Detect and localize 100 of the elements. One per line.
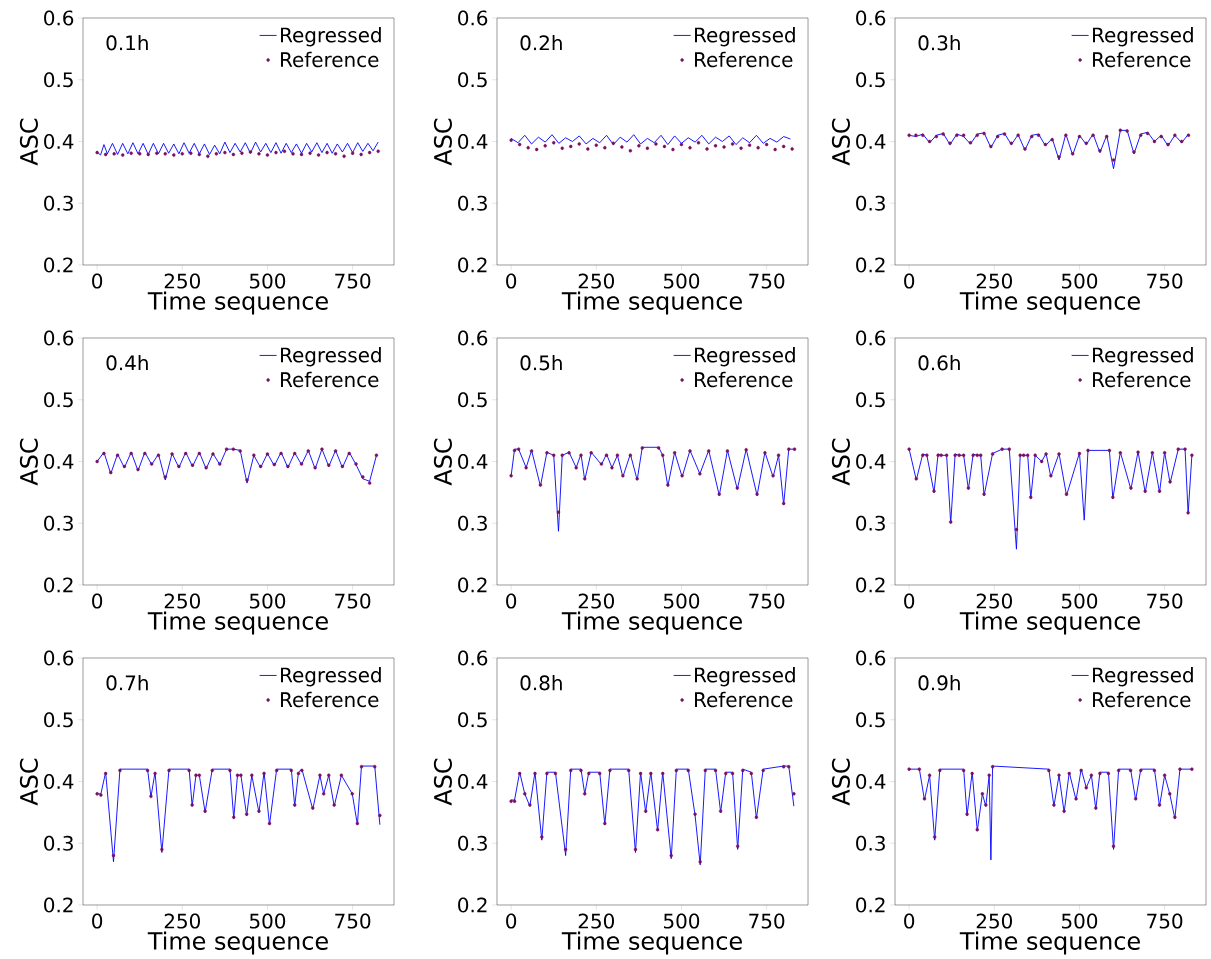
point (1183, 447, 1187, 451)
point (545, 451, 549, 455)
x-tick-label: 500 (663, 273, 700, 289)
y-tick-label: 0.3 (856, 515, 885, 531)
y-axis-title: ASC (433, 758, 452, 806)
point (661, 453, 665, 458)
x-tick-label: 500 (249, 273, 286, 289)
point (235, 773, 240, 778)
x-tick-label: 750 (749, 913, 785, 929)
point (907, 767, 911, 771)
point (907, 447, 911, 451)
y-tick-label: 0.3 (44, 195, 73, 211)
point (111, 853, 116, 858)
x-tick-label: 500 (1061, 593, 1098, 609)
point (661, 771, 665, 776)
point (534, 147, 539, 152)
point (1166, 142, 1170, 147)
point (553, 771, 558, 776)
point (1002, 132, 1007, 136)
point (990, 764, 995, 769)
x-tick-label: 500 (1061, 913, 1098, 929)
legend-label: Reference (281, 691, 379, 708)
point (569, 768, 573, 773)
point (792, 447, 797, 451)
point (567, 451, 571, 455)
line-series (510, 765, 795, 866)
point (327, 773, 331, 778)
y-tick-label: 0.5 (44, 72, 73, 88)
point (626, 768, 631, 773)
point (628, 149, 633, 153)
point (688, 145, 692, 150)
y-tick-label: 0.6 (458, 650, 488, 666)
point (306, 449, 311, 453)
point (628, 453, 633, 458)
point (781, 501, 786, 506)
point (1052, 803, 1056, 807)
y-tick-label: 0.4 (44, 133, 74, 150)
point (1111, 844, 1116, 849)
legend-label: Regressed (695, 667, 795, 687)
annotation: 0.5h (520, 354, 562, 371)
point (941, 132, 945, 136)
point (989, 144, 993, 149)
point (598, 771, 602, 776)
point (934, 134, 939, 139)
point (361, 475, 365, 479)
point (1173, 133, 1177, 138)
point (662, 144, 667, 149)
point (764, 142, 769, 147)
point (735, 844, 740, 849)
point (347, 451, 351, 456)
point (1157, 489, 1162, 493)
point (245, 478, 249, 482)
point (228, 768, 232, 773)
y-tick-label: 0.4 (856, 773, 886, 790)
x-tick-label: 750 (335, 913, 371, 929)
point (666, 483, 670, 487)
point (321, 792, 326, 796)
point (961, 133, 966, 138)
point (1139, 768, 1143, 773)
point (1106, 771, 1111, 776)
point (1186, 133, 1191, 138)
point (604, 453, 609, 458)
point (509, 474, 513, 478)
point (170, 452, 174, 456)
point (516, 447, 521, 451)
point (509, 138, 513, 142)
point (671, 147, 675, 152)
point (953, 453, 957, 458)
y-tick-label: 0.3 (856, 195, 885, 211)
point (761, 768, 765, 773)
point (289, 768, 293, 773)
point (265, 452, 270, 456)
point (1067, 771, 1071, 776)
point (279, 451, 283, 456)
y-tick-label: 0.5 (458, 712, 487, 728)
point (563, 847, 568, 852)
point (1018, 453, 1022, 458)
point (1062, 809, 1066, 813)
point (286, 464, 290, 469)
point (603, 821, 607, 826)
y-tick-label: 0.4 (44, 773, 74, 790)
point (984, 803, 988, 807)
point (218, 462, 222, 466)
x-tick-label: 750 (1147, 913, 1183, 929)
point (577, 142, 581, 146)
point (378, 813, 382, 818)
point (1176, 447, 1180, 451)
x-tick-label: 0 (92, 593, 103, 609)
legend-label: Regressed (695, 27, 795, 47)
point (272, 462, 276, 467)
point (638, 771, 643, 776)
legend-label: Regressed (1093, 667, 1193, 687)
point (244, 812, 249, 816)
point (122, 464, 127, 469)
point (957, 453, 961, 458)
point (739, 146, 743, 150)
point (1077, 451, 1082, 456)
point (1084, 785, 1088, 790)
point (1043, 142, 1048, 147)
point (756, 145, 760, 150)
